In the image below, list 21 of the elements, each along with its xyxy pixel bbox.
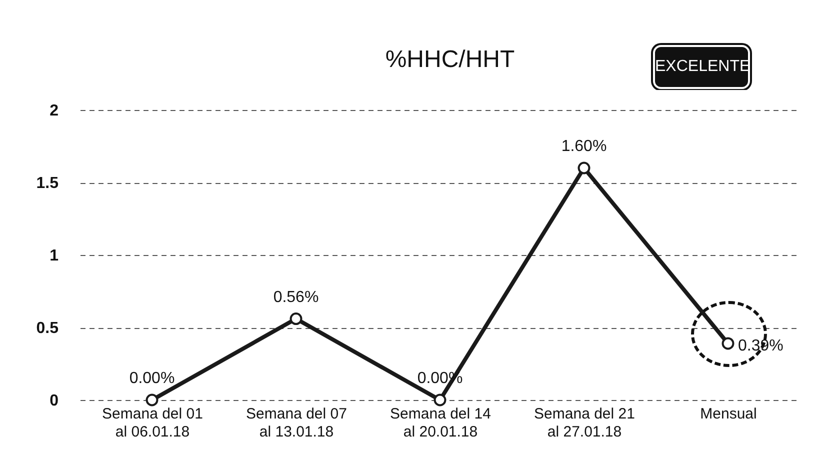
point	[722, 337, 734, 350]
data-label: 1.60%	[561, 138, 607, 155]
x-tick-label: Semana del 14 al 20.01.18	[390, 406, 491, 440]
point	[290, 312, 302, 326]
y-tick-label: 1	[50, 248, 59, 264]
y-tick-label: 0.5	[36, 320, 59, 337]
point	[146, 394, 158, 406]
x-tick-label: Semana del 21 al 27.01.18	[534, 406, 635, 440]
x-tick-label: Semana del 07 al 13.01.18	[246, 406, 347, 440]
y-tick-label: 2	[50, 102, 59, 120]
point	[578, 162, 590, 174]
text: EXCELENTE	[655, 47, 750, 87]
y-tick-label: 0	[50, 392, 59, 410]
y-tick-label: 1.5	[36, 175, 59, 192]
point	[434, 394, 446, 406]
data-label: 0.39%	[738, 337, 784, 354]
x-tick-label: Mensual	[700, 406, 757, 422]
data-label: 0.56%	[273, 288, 319, 306]
x-tick-label: Semana del 01 al 06.01.18	[102, 406, 203, 440]
data-label: 0.00%	[129, 370, 175, 387]
chart-title: %HHC/HHT	[384, 46, 516, 74]
